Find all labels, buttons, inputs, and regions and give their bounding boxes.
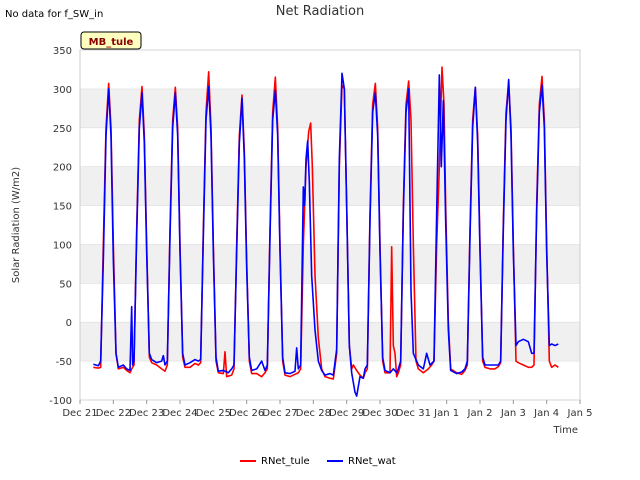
x-tick-label: Dec 24 xyxy=(162,408,197,419)
x-tick-label: Dec 25 xyxy=(196,408,231,419)
x-tick-label: Dec 30 xyxy=(362,408,397,419)
y-tick-label: 100 xyxy=(53,240,72,251)
x-tick-label: Jan 4 xyxy=(533,408,559,419)
y-tick-label: -50 xyxy=(56,357,72,368)
x-tick-label: Dec 26 xyxy=(229,408,264,419)
y-axis-ticks: -100 -50 0 50 100 150 200 250 300 350 xyxy=(49,46,580,407)
x-tick-label: Dec 29 xyxy=(329,408,364,419)
x-tick-label: Dec 22 xyxy=(96,408,131,419)
x-tick-label: Dec 23 xyxy=(129,408,164,419)
x-tick-label: Jan 5 xyxy=(567,408,593,419)
chart-title: Net Radiation xyxy=(276,4,364,19)
legend-label-rnet-tule: RNet_tule xyxy=(261,456,310,467)
grid-band xyxy=(80,244,580,284)
x-tick-label: Jan 3 xyxy=(500,408,526,419)
site-label: MB_tule xyxy=(89,37,134,48)
grid-band xyxy=(80,88,580,128)
x-tick-label: Jan 2 xyxy=(467,408,493,419)
x-tick-label: Dec 31 xyxy=(396,408,431,419)
x-tick-label: Dec 27 xyxy=(262,408,297,419)
y-tick-label: 250 xyxy=(53,124,72,135)
y-tick-label: 350 xyxy=(53,46,72,57)
x-tick-label: Dec 28 xyxy=(296,408,331,419)
no-data-note: No data for f_SW_in xyxy=(5,9,103,20)
legend-label-rnet-wat: RNet_wat xyxy=(348,456,396,467)
x-tick-label: Jan 1 xyxy=(433,408,459,419)
y-tick-label: 0 xyxy=(66,318,72,329)
y-tick-label: 200 xyxy=(53,163,72,174)
legend: RNet_tule RNet_wat xyxy=(240,456,396,467)
y-tick-label: -100 xyxy=(49,396,72,407)
grid-band xyxy=(80,166,580,206)
series-lines xyxy=(93,66,559,397)
y-tick-label: 300 xyxy=(53,85,72,96)
series-line-rnet-wat xyxy=(93,72,559,397)
y-axis-label: Solar Radiation (W/m2) xyxy=(11,167,22,283)
grid-bands xyxy=(80,88,580,362)
x-axis-label: Time xyxy=(553,425,578,436)
y-tick-label: 50 xyxy=(59,279,72,290)
y-tick-label: 150 xyxy=(53,202,72,213)
grid-band xyxy=(80,322,580,362)
x-tick-label: Dec 21 xyxy=(62,408,97,419)
site-label-box xyxy=(80,31,142,50)
